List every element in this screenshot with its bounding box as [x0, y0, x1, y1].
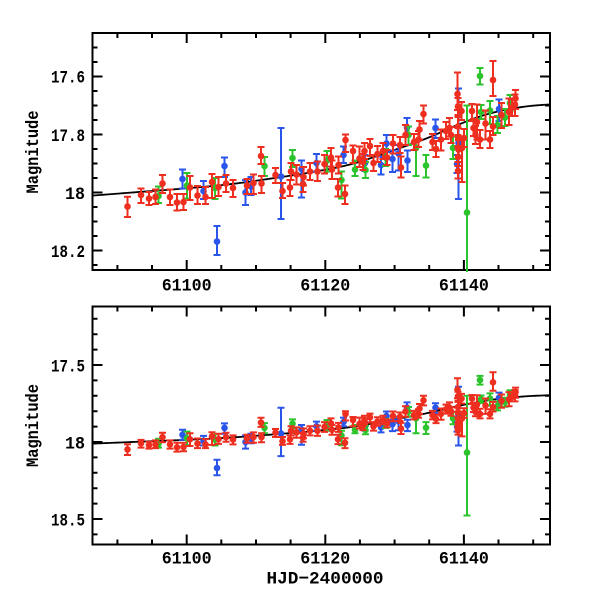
- svg-text:18: 18: [65, 435, 85, 455]
- svg-text:17.6: 17.6: [51, 69, 85, 89]
- svg-text:17.8: 17.8: [51, 127, 85, 147]
- svg-text:Magnitude: Magnitude: [24, 384, 44, 467]
- svg-text:HJD−2400000: HJD−2400000: [267, 570, 384, 590]
- svg-text:61140: 61140: [439, 550, 489, 570]
- svg-text:61120: 61120: [300, 550, 350, 570]
- svg-text:Magnitude: Magnitude: [24, 111, 44, 194]
- svg-text:18: 18: [65, 185, 85, 205]
- svg-text:18.5: 18.5: [51, 512, 85, 532]
- svg-text:18.2: 18.2: [51, 243, 85, 263]
- svg-text:17.5: 17.5: [51, 358, 85, 378]
- svg-text:61140: 61140: [439, 277, 489, 297]
- svg-text:61100: 61100: [162, 550, 212, 570]
- svg-text:61120: 61120: [300, 277, 350, 297]
- svg-text:61100: 61100: [162, 277, 212, 297]
